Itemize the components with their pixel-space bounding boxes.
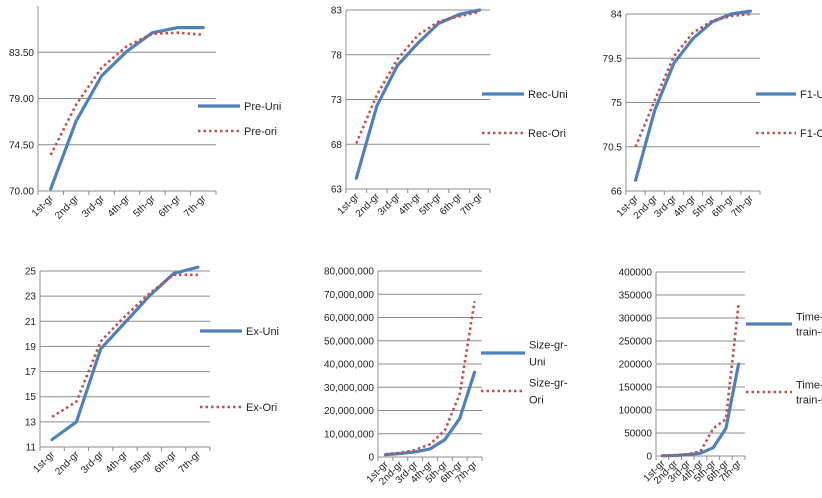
x-tick-label: 5th-gr bbox=[417, 191, 444, 218]
y-tick-label: 70,000,000 bbox=[324, 290, 374, 301]
legend-label: Time-train-Ori bbox=[796, 380, 822, 407]
chart-6: 0 50000 100000 150000 200000 250000 300000 3500… bbox=[619, 268, 822, 487]
y-tick-label: 25 bbox=[25, 267, 37, 278]
x-tick-label: 3rd-gr bbox=[376, 191, 403, 218]
series-line-pre-uni bbox=[49, 26, 205, 191]
y-tick-label: 60,000,000 bbox=[324, 313, 374, 324]
legend-label: F1-Uni bbox=[800, 89, 822, 101]
x-tick-label: 2nd-gr bbox=[354, 191, 383, 220]
legend-label: F1-Ori bbox=[800, 128, 822, 140]
y-tick-label: 50000 bbox=[624, 429, 652, 440]
x-tick-label: 5th-gr bbox=[128, 449, 155, 476]
series-line-f1-ori bbox=[634, 12, 751, 148]
y-tick-label: 78 bbox=[331, 50, 343, 61]
legend-label: Pre-ori bbox=[244, 126, 277, 138]
series-line-f1-uni bbox=[633, 9, 753, 182]
y-tick-label: 13 bbox=[25, 417, 37, 428]
x-tick-label: 7th-gr bbox=[177, 449, 204, 476]
y-tick-label: 80,000,000 bbox=[324, 267, 374, 278]
x-tick-label: 5th-gr bbox=[131, 193, 158, 220]
series-line-ex-ori bbox=[51, 273, 198, 418]
legend-label: Pre-Uni bbox=[244, 101, 281, 113]
y-tick-label: 0 bbox=[368, 453, 374, 464]
legend-label: Ex-Uni bbox=[246, 326, 279, 338]
x-tick-label: 4th-gr bbox=[104, 449, 131, 476]
y-tick-label: 74.50 bbox=[9, 140, 34, 151]
y-tick-label: 100000 bbox=[619, 406, 653, 417]
x-tick-label: 4th-gr bbox=[106, 193, 133, 220]
series-line-pre-ori bbox=[49, 31, 204, 156]
y-tick-label: 66 bbox=[611, 187, 623, 198]
y-tick-label: 84 bbox=[611, 10, 623, 21]
y-tick-label: 70.5 bbox=[603, 142, 623, 153]
x-tick-label: 7th-gr bbox=[459, 191, 486, 218]
chart-2: 63687378831st-gr2nd-gr3rd-gr4th-gr5th-gr… bbox=[331, 6, 568, 220]
x-tick-label: 7th-gr bbox=[182, 193, 209, 220]
y-tick-label: 400000 bbox=[619, 268, 653, 279]
y-tick-label: 79.00 bbox=[9, 94, 34, 105]
y-tick-label: 0 bbox=[646, 452, 652, 463]
y-tick-label: 15 bbox=[25, 392, 37, 403]
y-tick-label: 10,000,000 bbox=[324, 429, 374, 440]
x-tick-label: 3rd-gr bbox=[80, 193, 107, 220]
x-tick-label: 7th-gr bbox=[729, 193, 756, 220]
y-tick-label: 40,000,000 bbox=[324, 360, 374, 371]
y-tick-label: 250000 bbox=[619, 337, 653, 348]
x-tick-label: 6th-gr bbox=[157, 193, 184, 220]
y-tick-label: 70.00 bbox=[9, 187, 34, 198]
series-line-size-gr-ori bbox=[385, 300, 476, 456]
chart-5: 0 10,000,000 20,000,000 30,000,000 40,000,00… bbox=[324, 267, 568, 488]
y-tick-label: 17 bbox=[25, 367, 37, 378]
x-tick-label: 3rd-gr bbox=[79, 449, 106, 476]
y-tick-label: 200000 bbox=[619, 360, 653, 371]
y-tick-label: 150000 bbox=[619, 383, 653, 394]
chart-4: 11131517192123251st-gr2nd-gr3rd-gr4th-gr… bbox=[25, 265, 279, 478]
y-tick-label: 73 bbox=[331, 95, 343, 106]
series-line-ex-uni bbox=[50, 265, 200, 442]
x-tick-label: 4th-gr bbox=[397, 191, 424, 218]
y-tick-label: 79.5 bbox=[603, 54, 623, 65]
legend-label: Size-gr-Ori bbox=[529, 378, 568, 407]
series-line-rec-ori bbox=[355, 10, 480, 144]
y-tick-label: 20,000,000 bbox=[324, 406, 374, 417]
legend-label: Rec-Ori bbox=[528, 128, 566, 140]
legend-label: Ex-Ori bbox=[246, 402, 277, 414]
legend-label: Size-gr-Uni bbox=[529, 340, 568, 369]
y-tick-label: 300000 bbox=[619, 314, 653, 325]
y-tick-label: 19 bbox=[25, 342, 37, 353]
chart-3: 6670.57579.5841st-gr2nd-gr3rd-gr4th-gr5t… bbox=[603, 10, 822, 222]
legend-label: Time-train-Uni bbox=[796, 312, 822, 339]
y-tick-label: 83.50 bbox=[9, 48, 34, 59]
x-tick-label: 6th-gr bbox=[438, 191, 465, 218]
series-line-time-train-ori bbox=[662, 304, 740, 457]
series-line-size-gr-uni bbox=[383, 370, 477, 457]
y-tick-label: 50,000,000 bbox=[324, 336, 374, 347]
y-tick-label: 350000 bbox=[619, 291, 653, 302]
legend-label: Rec-Uni bbox=[528, 89, 568, 101]
y-tick-label: 68 bbox=[331, 140, 343, 151]
y-tick-label: 23 bbox=[25, 292, 37, 303]
y-tick-label: 21 bbox=[25, 317, 37, 328]
y-tick-label: 83 bbox=[331, 6, 343, 17]
x-tick-label: 2nd-gr bbox=[53, 449, 82, 478]
x-tick-label: 6th-gr bbox=[152, 449, 179, 476]
series-line-rec-uni bbox=[354, 8, 482, 180]
y-tick-label: 30,000,000 bbox=[324, 383, 374, 394]
y-tick-label: 11 bbox=[26, 443, 37, 454]
x-tick-label: 2nd-gr bbox=[53, 193, 82, 222]
y-tick-label: 75 bbox=[611, 98, 623, 109]
y-tick-label: 63 bbox=[331, 185, 343, 196]
